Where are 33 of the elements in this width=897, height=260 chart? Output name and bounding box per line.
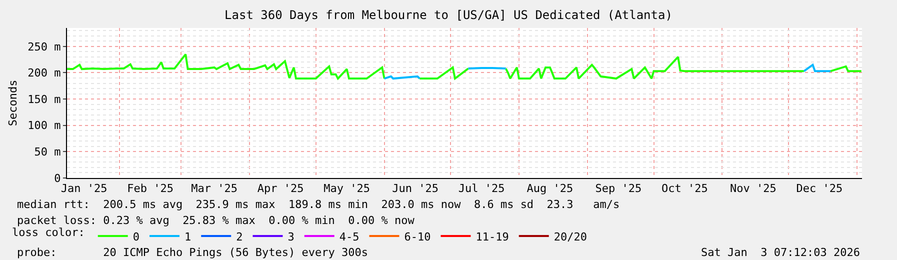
text: median rtt: 200.5 ms avg 235.9 ms max 189.8 ms min 203.0 ms now 8.6 ms sd 23.3 am/s xyxy=(17,198,620,211)
x-tick-label: Mar '25 xyxy=(191,182,238,196)
legend-label: 20/20 xyxy=(554,230,587,244)
x-tick-label: Feb '25 xyxy=(127,182,174,196)
legend-label: 4-5 xyxy=(339,230,360,244)
y-tick-label: 150 m xyxy=(28,92,62,106)
legend-label: 2 xyxy=(236,230,243,244)
x-tick-label: Sep '25 xyxy=(595,182,642,196)
y-tick-label: 0 xyxy=(54,172,61,185)
legend-title: loss color: xyxy=(12,226,85,239)
legend-label: 11-19 xyxy=(476,230,509,244)
x-tick-label: Jan '25 xyxy=(60,182,108,196)
x-tick-label: Oct '25 xyxy=(661,182,708,196)
x-tick-label: Apr '25 xyxy=(257,182,304,196)
x-tick-label: Dec '25 xyxy=(796,182,843,196)
text: probe: 20 ICMP Echo Pings (56 Bytes) every 300s xyxy=(17,246,368,259)
legend-label: 6-10 xyxy=(404,230,431,244)
y-tick-label: 250 m xyxy=(28,40,62,54)
text: packet loss: 0.23 % avg 25.83 % max 0.00 % min 0.00 % now xyxy=(17,214,415,227)
y-tick-label: 200 m xyxy=(28,66,62,80)
text: Sat Jan 3 07:12:03 2026 xyxy=(701,246,860,259)
x-tick-label: Jun '25 xyxy=(392,182,438,196)
y-axis-title: Seconds xyxy=(6,80,20,126)
x-tick-label: May '25 xyxy=(324,182,370,196)
chart-title: Last 360 Days from Melbourne to [US/GA] US Dedicated (Atlanta) xyxy=(224,8,672,22)
x-tick-label: Nov '25 xyxy=(730,182,776,196)
y-tick-label: 100 m xyxy=(28,119,62,132)
legend-label: 0 xyxy=(132,230,140,244)
x-tick-label: Aug '25 xyxy=(526,182,574,196)
legend-label: 3 xyxy=(288,230,294,244)
x-tick-label: Jul '25 xyxy=(458,182,505,196)
legend-label: 1 xyxy=(184,230,192,244)
y-tick-label: 50 m xyxy=(34,146,62,159)
